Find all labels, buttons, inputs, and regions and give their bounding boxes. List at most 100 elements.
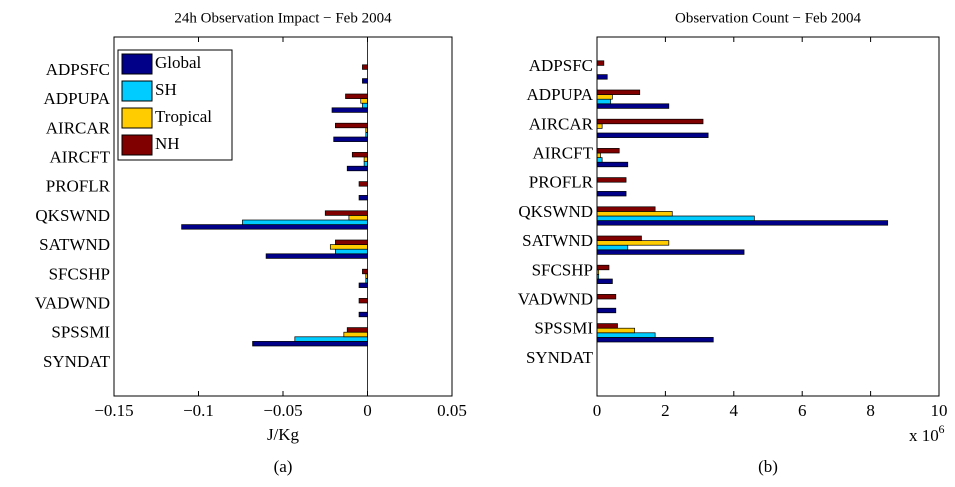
bar	[358, 311, 368, 318]
bar	[362, 78, 368, 84]
bar	[596, 215, 755, 221]
y-tick-label: PROFLR	[46, 177, 111, 196]
y-tick-label: AIRCFT	[50, 148, 111, 167]
bar	[596, 327, 635, 334]
bar	[596, 94, 613, 100]
y-tick-label: VADWND	[518, 290, 593, 309]
bar	[596, 249, 745, 255]
bar	[596, 235, 642, 241]
bar	[596, 177, 627, 183]
x-tick-label: 6	[798, 401, 807, 420]
legend-label: SH	[155, 80, 177, 99]
bar	[596, 98, 612, 105]
bar	[362, 102, 368, 109]
x-scale-exponent: 6	[939, 422, 945, 436]
legend-label: Global	[155, 53, 202, 72]
y-tick-label: SFCSHP	[49, 264, 110, 283]
x-tick-label: −0.1	[183, 401, 214, 420]
bar	[596, 244, 629, 251]
bar	[596, 161, 629, 168]
legend-label: NH	[155, 134, 180, 153]
x-tick-label: 4	[730, 401, 739, 420]
bar	[346, 165, 368, 172]
bar	[362, 64, 368, 70]
bar	[596, 307, 617, 314]
bar	[596, 211, 673, 217]
axes-box	[596, 36, 940, 397]
legend-label: Tropical	[155, 107, 212, 126]
chart-title: Observation Count − Feb 2004	[675, 10, 861, 26]
bar	[345, 93, 368, 99]
x-tick-label: 2	[661, 401, 670, 420]
y-tick-label: QKSWND	[518, 202, 593, 221]
y-tick-label: SPSSMI	[51, 323, 110, 342]
bar	[596, 157, 603, 163]
bar	[596, 60, 605, 66]
y-tick-label: ADPSFC	[529, 56, 593, 75]
bar	[596, 103, 670, 109]
bar	[596, 191, 627, 197]
bar	[331, 107, 368, 113]
y-tick-label: PROFLR	[529, 173, 594, 192]
chart-title: 24h Observation Impact − Feb 2004	[174, 10, 392, 26]
bar	[348, 215, 368, 221]
y-tick-label: SYNDAT	[526, 348, 594, 367]
y-tick-label: VADWND	[35, 294, 110, 313]
bar	[363, 161, 368, 167]
bar	[362, 268, 368, 275]
bar	[596, 220, 889, 226]
bar	[596, 123, 603, 129]
bar	[596, 74, 608, 80]
axes-box	[113, 36, 453, 397]
bar	[596, 264, 610, 271]
y-tick-label: AIRCAR	[46, 118, 111, 137]
x-axis-label: J/Kg	[267, 425, 300, 444]
caption: (a)	[274, 457, 293, 476]
x-tick-label: 8	[866, 401, 875, 420]
bar	[596, 148, 620, 154]
y-tick-label: SYNDAT	[43, 352, 111, 371]
bar	[333, 136, 368, 142]
bar	[596, 278, 613, 284]
caption: (b)	[758, 457, 778, 476]
y-tick-label: SFCSHP	[532, 260, 593, 279]
bar	[358, 195, 368, 201]
y-tick-label: AIRCAR	[529, 114, 594, 133]
bar	[596, 118, 704, 125]
bar	[596, 152, 601, 158]
y-tick-label: SATWND	[522, 231, 593, 250]
bar	[324, 210, 368, 216]
legend-swatch	[121, 53, 153, 75]
x-tick-label: −0.05	[263, 401, 302, 420]
legend-swatch	[121, 80, 153, 102]
bar	[358, 298, 368, 304]
bar	[596, 206, 656, 212]
x-tick-label: 0	[593, 401, 602, 420]
bar	[343, 331, 368, 338]
bar	[329, 244, 368, 250]
bar	[596, 332, 656, 338]
x-tick-label: 10	[931, 401, 948, 420]
bar	[596, 89, 641, 95]
y-tick-label: AIRCFT	[533, 144, 594, 163]
bar	[335, 248, 368, 255]
bar	[596, 240, 670, 246]
x-tick-label: 0	[363, 401, 372, 420]
bar	[181, 224, 368, 230]
legend-swatch	[121, 107, 153, 129]
bar	[596, 132, 709, 138]
bar	[596, 294, 617, 300]
bar	[596, 337, 714, 343]
bar	[346, 327, 368, 333]
x-tick-label: −0.15	[94, 401, 133, 420]
bar	[335, 122, 368, 129]
bar	[360, 98, 368, 104]
y-tick-label: ADPUPA	[44, 89, 111, 108]
bar	[294, 336, 368, 342]
legend-swatch	[121, 134, 153, 156]
bar	[351, 152, 368, 158]
y-tick-label: SPSSMI	[534, 319, 593, 338]
bar	[358, 181, 368, 187]
y-tick-label: SATWND	[39, 235, 110, 254]
